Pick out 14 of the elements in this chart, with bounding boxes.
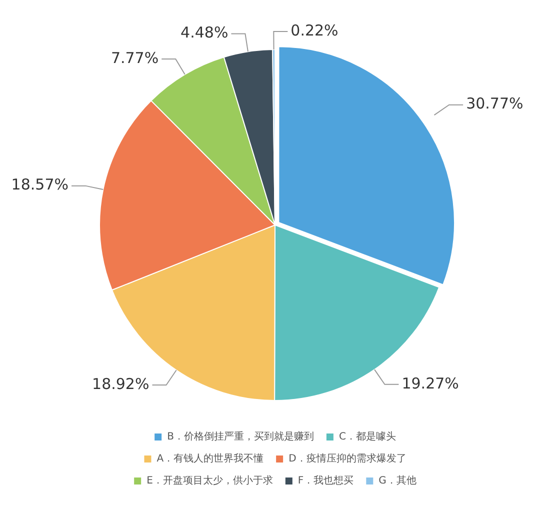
data-label: 18.92% <box>92 374 150 393</box>
legend-label: A．有钱人的世界我不懂 <box>156 452 264 465</box>
data-label: 4.48% <box>180 24 228 42</box>
legend-label: D．疫情压抑的需求爆发了 <box>288 452 406 465</box>
data-label: 30.77% <box>466 94 524 113</box>
legend-label: E．开盘项目太少，供小于求 <box>146 474 273 487</box>
data-label: 18.57% <box>11 176 69 194</box>
legend-label: F．我也想买 <box>298 474 354 487</box>
data-label: 19.27% <box>402 374 459 392</box>
legend-label: G．其他 <box>378 474 416 487</box>
data-label: 0.22% <box>290 21 338 40</box>
legend-label: B．价格倒挂严重，买到就是赚到 <box>167 430 314 443</box>
legend-label: C．都是噱头 <box>338 430 396 443</box>
data-label: 7.77% <box>110 48 159 67</box>
